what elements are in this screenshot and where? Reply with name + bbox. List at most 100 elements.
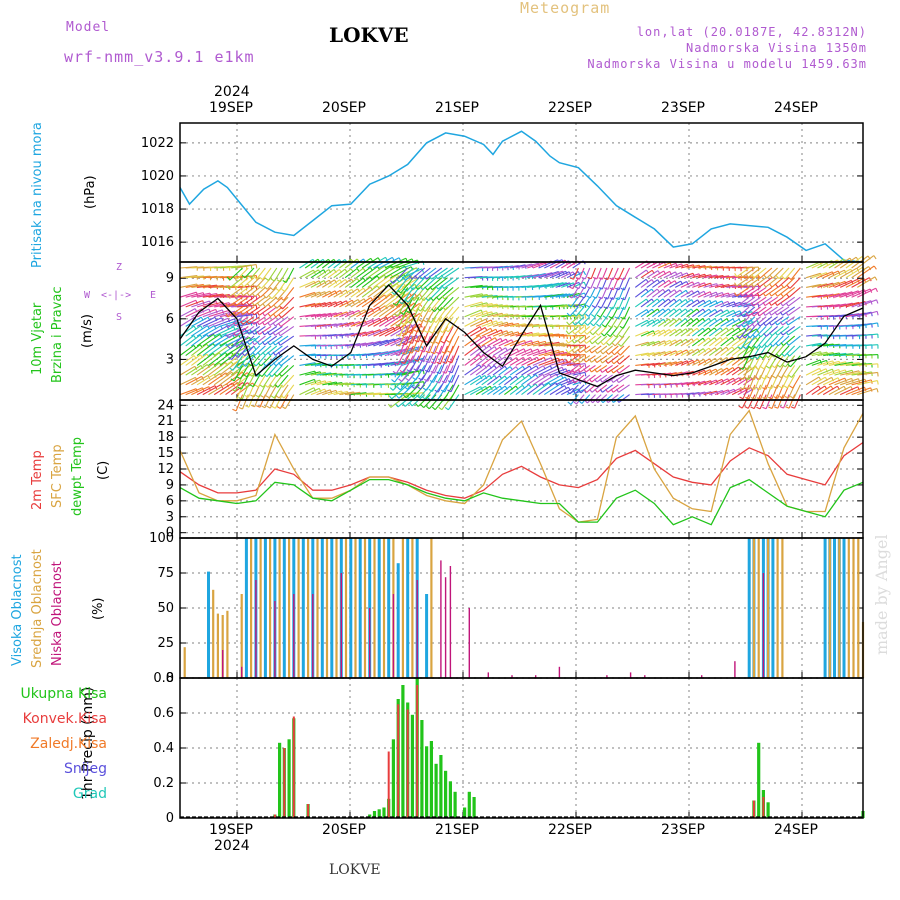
- wind-barb: [274, 316, 289, 327]
- wind-barb: [191, 300, 210, 308]
- wind-barb-flag: [246, 320, 250, 325]
- wind-barb-flag: [424, 330, 429, 334]
- wind-barb-flag: [611, 342, 616, 347]
- wind-barb: [213, 371, 233, 386]
- wind-barb: [561, 362, 575, 366]
- wind-barb: [703, 265, 718, 269]
- wind-barb: [378, 274, 398, 288]
- wind-barb: [618, 364, 630, 374]
- wind-barb-flag: [766, 376, 771, 380]
- wind-barb: [208, 383, 227, 396]
- wind-barb-flag: [448, 370, 453, 374]
- wind-barb: [691, 308, 704, 318]
- wind-barb: [538, 259, 559, 269]
- pressure-ytick-label-3: 1022: [141, 136, 174, 151]
- wind-barb: [227, 296, 243, 308]
- precip-conv-bar: [387, 751, 390, 818]
- wind-barb: [697, 369, 711, 376]
- wind-barb: [652, 340, 665, 347]
- wind-barb: [601, 287, 608, 299]
- top-date-1: 19SEP: [209, 100, 253, 116]
- wind-barb-flag: [389, 387, 394, 391]
- temp-ytick-label-0: 0: [166, 526, 174, 541]
- wind-barb: [191, 343, 207, 357]
- wind-barb: [504, 385, 517, 396]
- wind-barb: [509, 384, 523, 396]
- wind-barb-flag: [246, 301, 250, 306]
- wind-barb: [268, 267, 278, 281]
- wind-barb-flag: [257, 362, 262, 367]
- wind-barb: [657, 289, 670, 298]
- wind-barb-flag: [275, 395, 280, 399]
- wind-barb: [720, 309, 734, 318]
- wind-barb-flag: [261, 331, 265, 336]
- wind-barb-flag: [422, 387, 427, 391]
- wind-barb: [390, 302, 410, 318]
- wind-barb-flag: [440, 389, 445, 393]
- wind-barb: [202, 342, 220, 357]
- wind-barb: [618, 394, 630, 403]
- wind-barb: [697, 337, 710, 347]
- wind-barb: [747, 277, 761, 287]
- top-year: 2024: [214, 84, 250, 100]
- wind-barb-flag: [420, 404, 425, 408]
- wind-barb-flag: [428, 388, 433, 392]
- wind-barb: [652, 308, 664, 318]
- wind-barb: [185, 354, 201, 366]
- wind-barb-flag: [745, 387, 750, 390]
- wind-barb-flag: [750, 387, 756, 390]
- wind-barb: [228, 316, 243, 328]
- wind-barb-flag: [232, 311, 236, 316]
- wind-barb: [344, 299, 359, 308]
- wind-barb-flag: [756, 397, 761, 400]
- wind-barb-flag: [494, 385, 498, 390]
- wind-barb: [208, 352, 226, 366]
- wind-barb: [790, 267, 801, 280]
- wind-barb: [475, 327, 491, 337]
- precip-total-bar: [372, 811, 377, 818]
- wind-barb: [423, 345, 431, 362]
- wind-barb: [669, 271, 682, 279]
- pressure-ytick-label-1: 1018: [141, 202, 174, 217]
- wind-barb: [686, 273, 700, 279]
- wind-barb-flag: [692, 281, 695, 286]
- wind-barb: [202, 285, 224, 288]
- wind-barb: [544, 270, 563, 279]
- wind-barb: [549, 293, 568, 298]
- wind-barb: [231, 304, 252, 308]
- wind-barb: [840, 362, 860, 366]
- wind-barb: [674, 308, 686, 318]
- wind-barb-flag: [756, 312, 760, 317]
- wind-barb: [344, 321, 360, 327]
- wind-barb-flag: [446, 339, 450, 343]
- wind-barb: [640, 279, 653, 288]
- wind-barb-flag: [402, 402, 406, 407]
- wind-barb: [282, 374, 295, 388]
- wind-barb: [618, 384, 630, 393]
- precip-total-bar: [467, 791, 471, 819]
- bottom-date-3: 21SEP: [435, 822, 479, 838]
- wind-barb-flag: [745, 312, 749, 317]
- wind-barb-flag: [240, 320, 244, 325]
- wind-barb: [581, 306, 591, 317]
- wind-barb: [640, 352, 655, 357]
- wind-barb: [272, 374, 283, 388]
- wind-barb-flag: [587, 276, 592, 280]
- wind-barb-flag: [275, 287, 280, 292]
- cloud-low-bar: [629, 672, 632, 678]
- wind-barb-flag: [588, 368, 592, 373]
- wind-barb: [227, 306, 243, 318]
- wind-barb-flag: [250, 313, 253, 318]
- wind-barb-flag: [595, 332, 599, 336]
- wind-barb: [613, 394, 625, 403]
- wind-barb-flag: [601, 324, 606, 328]
- wind-barb: [398, 267, 414, 283]
- top-date-5: 23SEP: [661, 100, 705, 116]
- wind-barb-flag: [256, 302, 261, 307]
- wind-barb: [561, 379, 574, 386]
- wind-barb: [464, 375, 481, 386]
- wind-barb: [549, 351, 568, 357]
- wind-barb: [470, 385, 486, 396]
- wind-barb: [327, 300, 342, 308]
- wind-barb-flag: [257, 351, 261, 356]
